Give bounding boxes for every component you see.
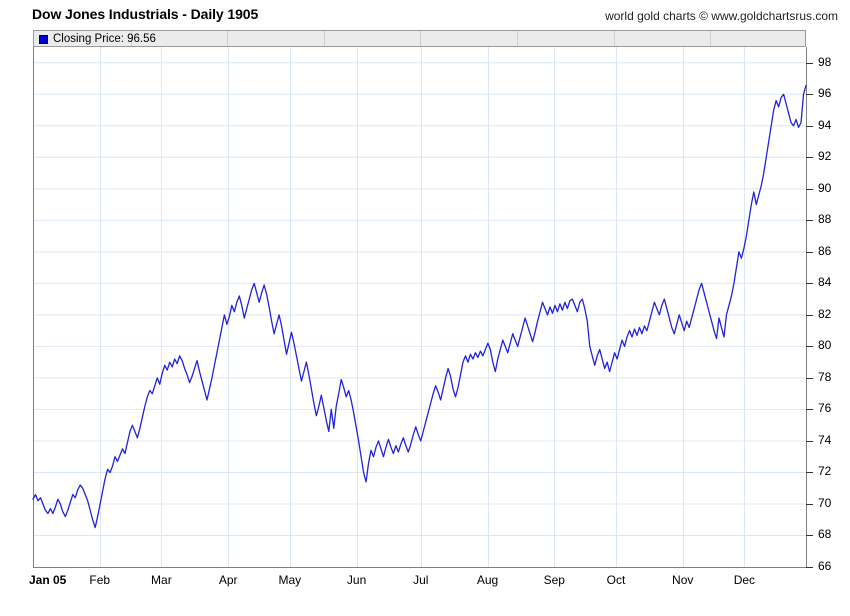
y-axis-tick-label: 84 <box>818 275 832 290</box>
y-axis-tick-label: 98 <box>818 54 832 69</box>
axes <box>33 47 807 568</box>
page-title: Dow Jones Industrials - Daily 1905 <box>32 6 259 22</box>
x-axis-tick-label: Sep <box>543 573 565 587</box>
y-axis-tick-label: 66 <box>818 559 832 573</box>
x-axis-tick-label: Apr <box>218 573 238 587</box>
y-axis-tick-label: 82 <box>818 306 832 321</box>
legend-cell-separator <box>323 31 325 46</box>
x-axis-tick-label: Jan 05 <box>29 573 67 587</box>
y-axis-tick-label: 94 <box>818 117 832 132</box>
y-axis-tick-label: 92 <box>818 149 832 164</box>
y-axis-tick-label: 88 <box>818 212 832 227</box>
x-axis-tick-label: Jun <box>346 573 367 587</box>
y-axis-tick-label: 72 <box>818 464 832 479</box>
x-axis-tick-label: Oct <box>606 573 626 587</box>
legend-item-label: Closing Price: 96.56 <box>53 33 156 45</box>
y-axis-tick-label: 76 <box>818 401 832 416</box>
y-axis-tick-label: 74 <box>818 432 832 447</box>
legend-cell-separator <box>517 31 518 46</box>
legend-cell-separator <box>130 31 132 46</box>
y-axis-tick-label: 96 <box>818 86 832 101</box>
attribution-text: world gold charts © www.goldchartsrus.co… <box>605 9 838 23</box>
x-axis-tick-label: Dec <box>733 573 756 587</box>
y-axis-tick-label: 90 <box>818 180 832 195</box>
y-axis-tick-label: 70 <box>818 495 832 510</box>
chart-legend[interactable]: Closing Price: 96.56 <box>33 30 806 47</box>
y-axis-tick-label: 78 <box>818 369 832 384</box>
y-axis-tick-label: 68 <box>818 527 832 542</box>
legend-cell-separator <box>420 31 422 46</box>
y-axis-tick-label: 86 <box>818 243 832 258</box>
gridlines <box>33 47 806 567</box>
y-axis-tick-label: 80 <box>818 338 832 353</box>
x-axis-tick-label: Aug <box>476 573 499 587</box>
legend-swatch-icon <box>39 34 48 44</box>
axis-ticks <box>806 63 813 568</box>
x-axis-tick-label: Jul <box>413 573 429 587</box>
legend-cell-separator <box>710 31 712 46</box>
x-axis-tick-label: May <box>278 573 302 587</box>
legend-cell-separator <box>227 31 229 46</box>
x-axis-tick-label: Mar <box>151 573 172 587</box>
legend-cell-separator <box>613 31 615 46</box>
x-axis-tick-label: Nov <box>672 573 694 587</box>
closing-price-line <box>32 84 807 529</box>
legend-item-closing-price[interactable]: Closing Price: 96.56 <box>39 32 156 46</box>
x-axis-tick-label: Feb <box>89 573 111 587</box>
